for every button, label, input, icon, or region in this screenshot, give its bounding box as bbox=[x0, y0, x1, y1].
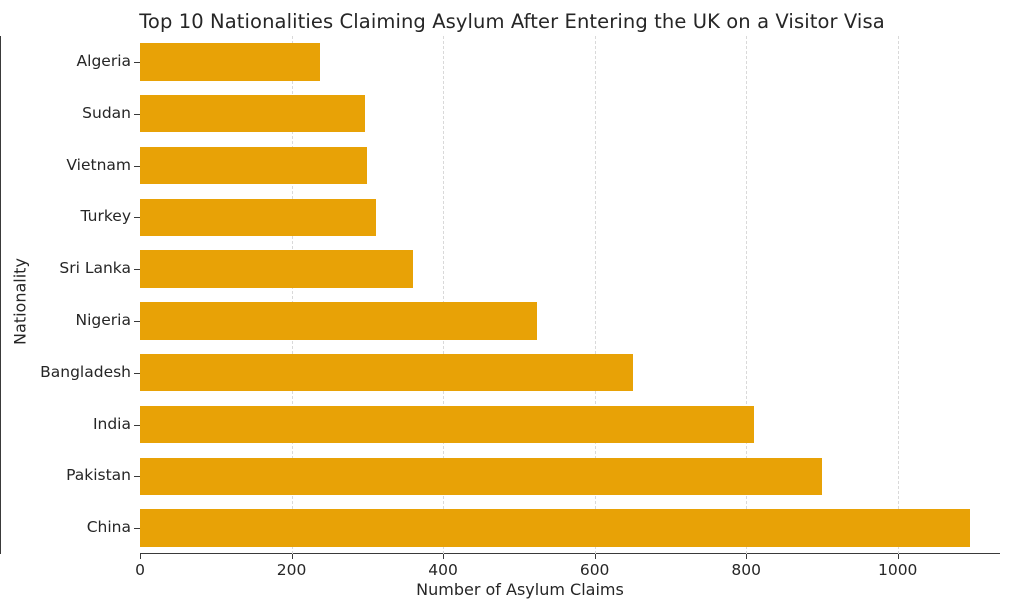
bar-row bbox=[140, 250, 1000, 288]
y-tick-mark-sri-lanka bbox=[134, 269, 140, 271]
bar-vietnam[interactable] bbox=[140, 146, 368, 185]
y-tick-label-nigeria: Nigeria bbox=[75, 310, 131, 329]
x-tick-label-600: 600 bbox=[579, 561, 610, 579]
gridline-x-200 bbox=[291, 36, 293, 554]
x-tick-mark-400 bbox=[443, 554, 445, 559]
axis-spine-left bbox=[0, 36, 2, 554]
bar-row bbox=[140, 198, 1000, 236]
y-axis-ticks: Algeria Sudan Vietnam Turkey Sri Lanka Nigeri… bbox=[0, 0, 140, 614]
y-tick-label-pakistan: Pakistan bbox=[66, 466, 131, 485]
y-tick-mark-india bbox=[134, 424, 140, 426]
bar-china[interactable] bbox=[140, 509, 970, 547]
y-tick-label-china: China bbox=[86, 518, 131, 537]
x-tick-mark-200 bbox=[291, 554, 293, 559]
plot-area bbox=[140, 36, 1000, 554]
y-tick-label-bangladesh: Bangladesh bbox=[40, 362, 131, 381]
x-tick-mark-1000 bbox=[897, 554, 899, 559]
y-tick-mark-nigeria bbox=[134, 320, 140, 323]
bar-bangladesh[interactable] bbox=[140, 354, 633, 392]
bar-nigeria[interactable] bbox=[140, 302, 538, 340]
bar-row bbox=[140, 509, 1000, 547]
y-tick-label-sudan: Sudan bbox=[82, 103, 131, 122]
bar-turkey[interactable] bbox=[140, 198, 377, 236]
bar-row bbox=[140, 405, 1000, 444]
x-tick-label-0: 0 bbox=[135, 561, 145, 579]
y-tick-mark-turkey bbox=[134, 217, 140, 219]
x-tick-mark-0 bbox=[140, 554, 142, 559]
y-tick-mark-bangladesh bbox=[134, 372, 140, 374]
x-tick-label-200: 200 bbox=[276, 561, 307, 579]
gridline-x-400 bbox=[443, 36, 445, 554]
x-axis-label: Number of Asylum Claims bbox=[416, 580, 624, 599]
bar-row bbox=[140, 354, 1000, 392]
y-tick-mark-vietnam bbox=[134, 165, 140, 167]
axis-spine-bottom bbox=[140, 553, 1000, 555]
bar-sudan[interactable] bbox=[140, 95, 366, 133]
y-tick-mark-china bbox=[134, 528, 140, 530]
y-tick-label-turkey: Turkey bbox=[80, 207, 131, 226]
gridline-x-1000 bbox=[897, 36, 899, 554]
x-tick-mark-800 bbox=[746, 554, 748, 559]
bar-row bbox=[140, 457, 1000, 495]
bar-algeria[interactable] bbox=[140, 43, 320, 81]
x-tick-mark-600 bbox=[594, 554, 596, 559]
y-tick-label-sri-lanka: Sri Lanka bbox=[59, 259, 131, 278]
y-tick-label-algeria: Algeria bbox=[76, 51, 131, 70]
x-tick-label-400: 400 bbox=[428, 561, 458, 579]
chart-title: Top 10 Nationalities Claiming Asylum Aft… bbox=[139, 10, 885, 33]
bar-india[interactable] bbox=[140, 405, 754, 444]
x-tick-label-800: 800 bbox=[731, 561, 761, 579]
gridline-x-800 bbox=[746, 36, 748, 554]
bar-row bbox=[140, 95, 1000, 133]
y-tick-mark-pakistan bbox=[134, 476, 140, 478]
gridline-x-600 bbox=[594, 36, 596, 554]
bar-row bbox=[140, 146, 1000, 185]
x-tick-label-1000: 1000 bbox=[877, 561, 918, 579]
bar-row bbox=[140, 302, 1000, 340]
bar-pakistan[interactable] bbox=[140, 457, 822, 495]
bar-sri-lanka[interactable] bbox=[140, 250, 413, 288]
y-tick-label-india: India bbox=[92, 414, 131, 433]
y-tick-mark-algeria bbox=[134, 61, 140, 64]
bar-row bbox=[140, 43, 1000, 81]
y-tick-label-vietnam: Vietnam bbox=[66, 155, 131, 174]
y-tick-mark-sudan bbox=[134, 113, 140, 115]
